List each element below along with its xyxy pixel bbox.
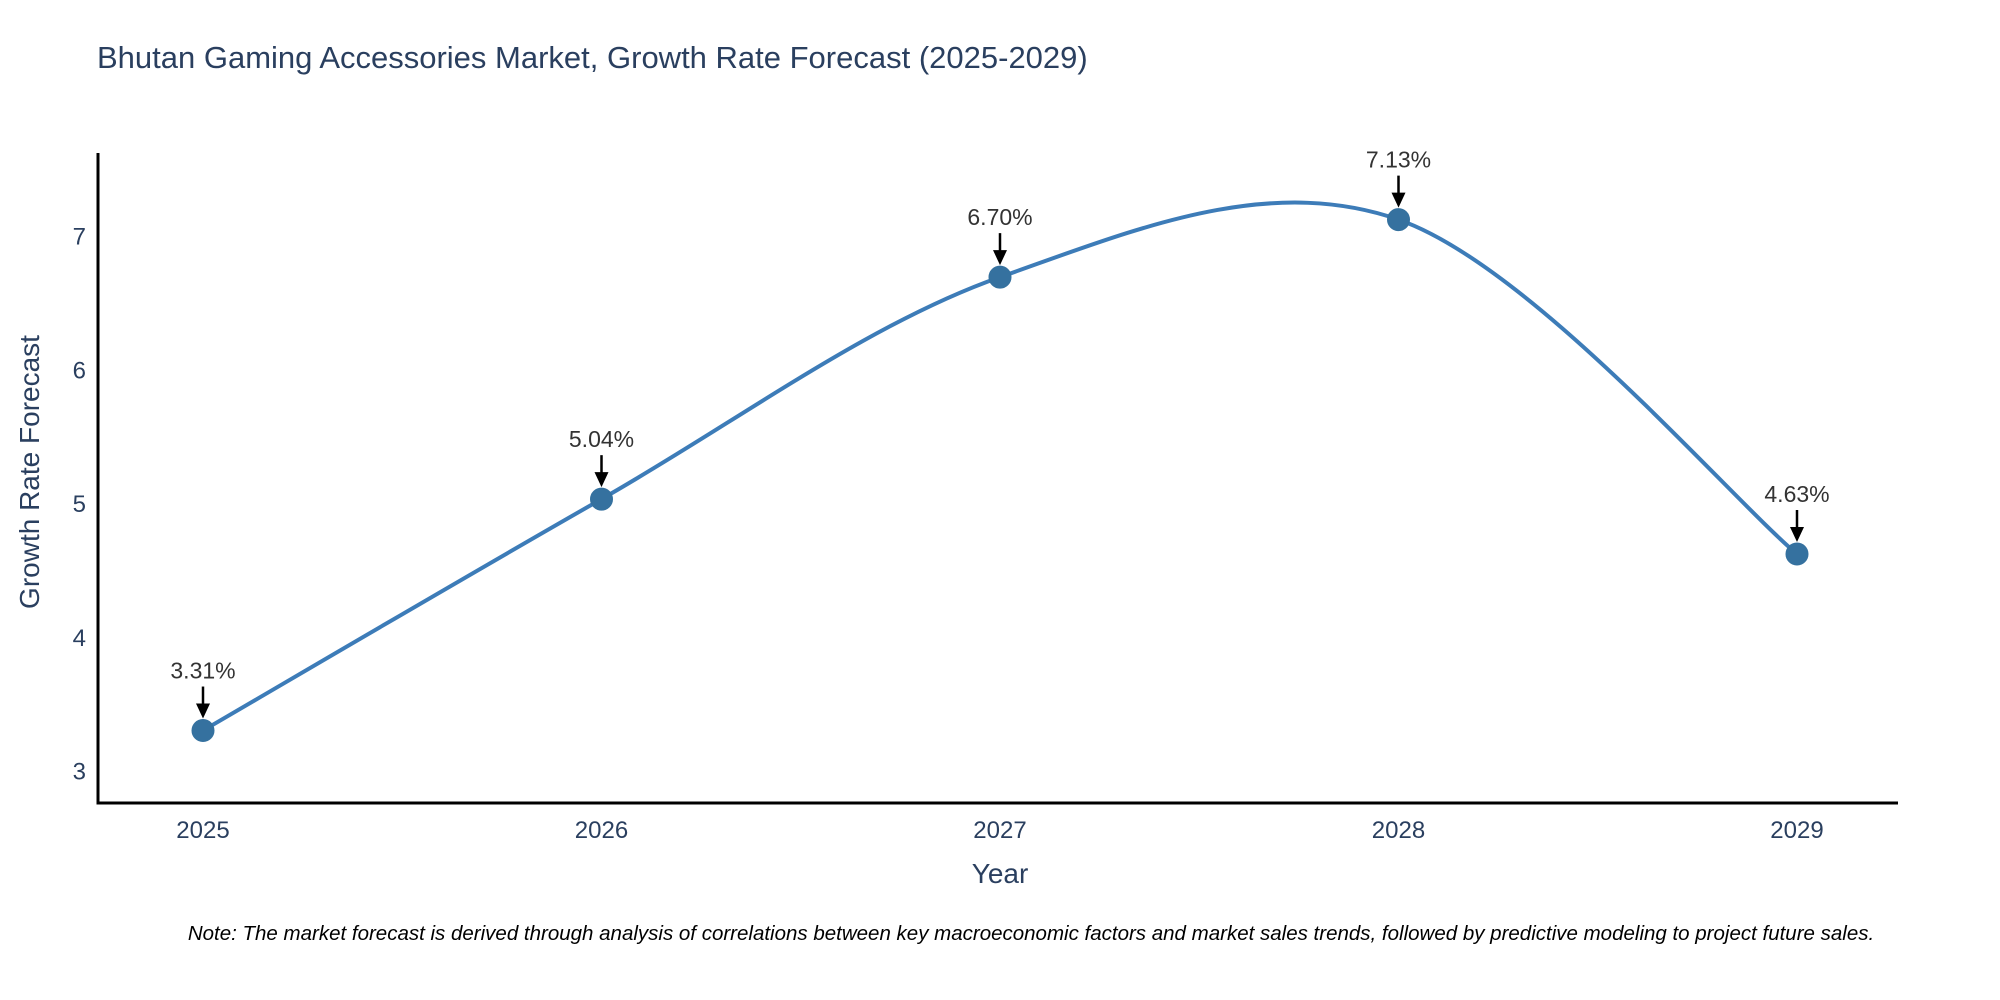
x-axis-tick-label: 2027 — [973, 817, 1026, 844]
data-point-label: 3.31% — [170, 658, 235, 684]
y-axis-title: Growth Rate Forecast — [14, 335, 45, 609]
data-point-marker — [590, 487, 613, 511]
annotation-arrowhead — [993, 250, 1007, 266]
data-point-marker — [988, 265, 1012, 289]
annotation-arrowhead — [196, 703, 210, 719]
data-point-label: 7.13% — [1366, 147, 1431, 173]
y-axis-tick-label: 4 — [73, 625, 86, 652]
x-axis-tick-label: 2025 — [176, 817, 229, 844]
y-axis-tick-label: 3 — [73, 759, 86, 786]
data-point-label: 5.04% — [569, 426, 634, 452]
x-axis-tick-label: 2026 — [575, 817, 628, 844]
x-axis-tick-label: 2029 — [1770, 817, 1823, 844]
data-point-label: 6.70% — [967, 204, 1032, 230]
annotation-arrowhead — [1391, 192, 1406, 208]
data-point-marker — [1785, 542, 1809, 566]
data-point-marker — [191, 719, 215, 743]
chart-title: Bhutan Gaming Accessories Market, Growth… — [97, 40, 1088, 75]
data-point-label: 4.63% — [1764, 481, 1829, 507]
annotation-arrowhead — [1790, 526, 1804, 542]
annotation-arrowhead — [594, 472, 609, 488]
x-axis-title: Year — [971, 858, 1029, 889]
y-axis-tick-label: 5 — [73, 491, 86, 518]
y-axis-tick-label: 7 — [73, 224, 86, 251]
footnote: Note: The market forecast is derived thr… — [187, 922, 1875, 945]
x-axis-tick-label: 2028 — [1372, 817, 1425, 844]
data-point-marker — [1387, 208, 1410, 232]
y-axis-tick-label: 6 — [73, 357, 86, 384]
